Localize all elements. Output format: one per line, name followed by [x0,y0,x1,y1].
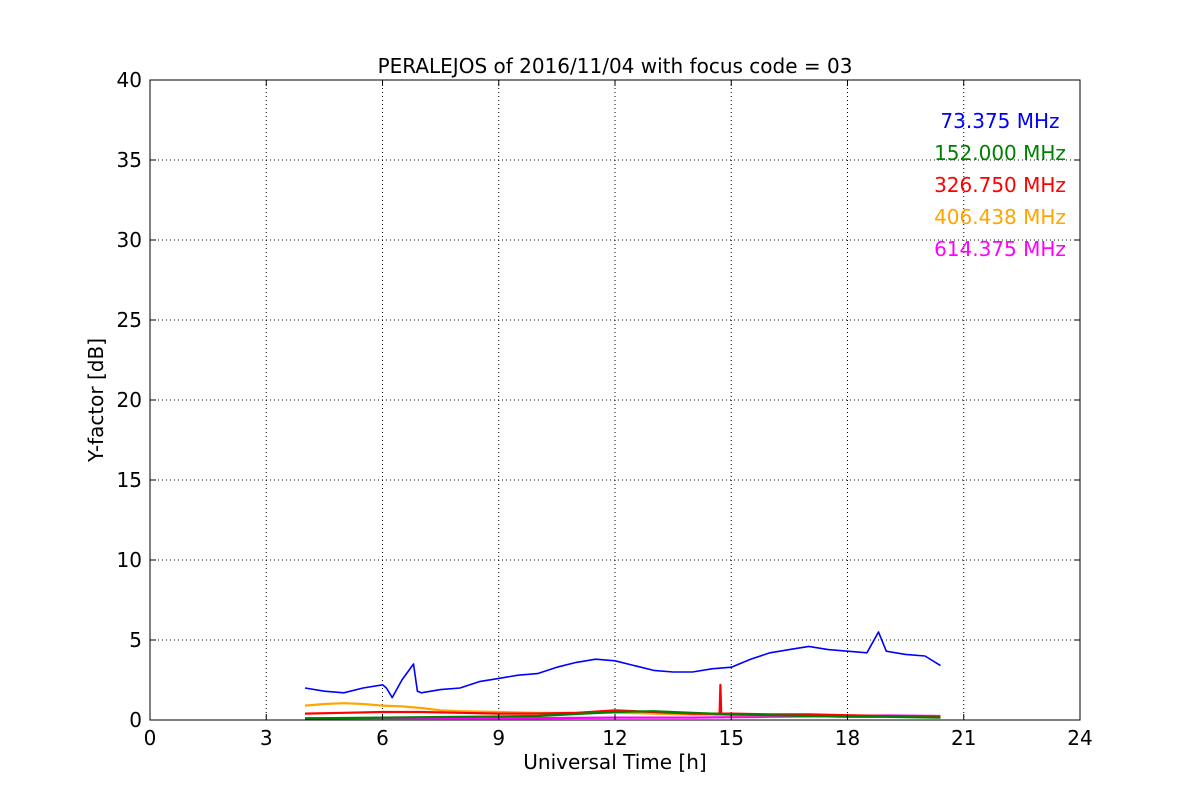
y-tick-label: 5 [129,628,142,652]
y-tick-label: 30 [117,228,142,252]
axis-ticks: 0 3 6 9 12 15 18 21 24 0 5 10 15 20 25 30 35 40 [117,68,1093,750]
x-tick-label: 12 [602,726,627,750]
y-tick-label: 10 [117,548,142,572]
y-tick-label: 20 [117,388,142,412]
grid-lines [150,80,1080,720]
x-tick-label: 15 [719,726,744,750]
y-tick-label: 35 [117,148,142,172]
x-tick-label: 24 [1067,726,1092,750]
y-tick-label: 25 [117,308,142,332]
chart-title: PERALEJOS of 2016/11/04 with focus code … [378,54,853,78]
legend-entry: 406.438 MHz [934,205,1066,229]
x-tick-label: 0 [144,726,157,750]
legend-entry: 326.750 MHz [934,173,1066,197]
legend-entry: 152.000 MHz [934,141,1066,165]
x-tick-label: 9 [492,726,505,750]
x-axis-label: Universal Time [h] [523,750,706,774]
x-tick-label: 3 [260,726,273,750]
y-tick-label: 15 [117,468,142,492]
x-tick-label: 21 [951,726,976,750]
series-lines [304,631,941,720]
x-tick-label: 18 [835,726,860,750]
legend-entry: 73.375 MHz [940,109,1059,133]
x-tick-label: 6 [376,726,389,750]
y-tick-label: 40 [117,68,142,92]
y-tick-label: 0 [129,708,142,732]
legend: 73.375 MHz 152.000 MHz 326.750 MHz 406.438 … [934,109,1066,261]
legend-entry: 614.375 MHz [934,237,1066,261]
series-line [304,631,941,699]
y-axis-label: Y-factor [dB] [84,338,108,463]
